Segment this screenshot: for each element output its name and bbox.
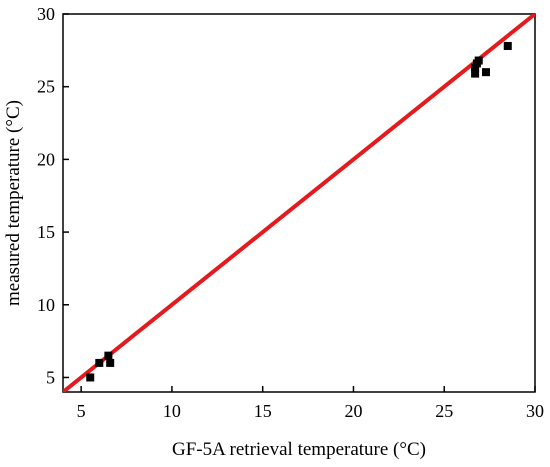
y-tick-label: 5: [46, 367, 55, 387]
x-tick-label: 25: [435, 401, 453, 421]
data-point: [471, 63, 480, 72]
data-point: [95, 358, 104, 367]
data-point: [86, 373, 95, 382]
x-tick-label: 5: [77, 401, 86, 421]
y-tick-label: 20: [37, 149, 55, 169]
data-point: [503, 41, 512, 50]
x-tick-label: 10: [163, 401, 181, 421]
y-axis-label: measured temperature (°C): [3, 100, 24, 306]
data-point: [104, 351, 113, 360]
x-axis-ticks: 5 10 15 20 25 30: [77, 386, 544, 421]
x-axis-label: GF-5A retrieval temperature (°C): [172, 439, 426, 460]
y-tick-label: 10: [37, 295, 55, 315]
y-tick-label: 25: [37, 77, 55, 97]
y-tick-label: 30: [37, 4, 55, 24]
y-axis-ticks: 5 10 15 20 25 30: [37, 4, 69, 387]
data-point: [471, 69, 480, 78]
data-point: [474, 56, 483, 65]
x-tick-label: 15: [254, 401, 272, 421]
y-tick-label: 15: [37, 222, 55, 242]
x-tick-label: 20: [344, 401, 362, 421]
data-point: [106, 358, 115, 367]
one-to-one-reference-line: [63, 14, 535, 392]
data-points: [86, 41, 512, 382]
x-tick-label: 30: [526, 401, 544, 421]
data-point: [481, 68, 490, 77]
plot-area-frame: [62, 13, 536, 393]
